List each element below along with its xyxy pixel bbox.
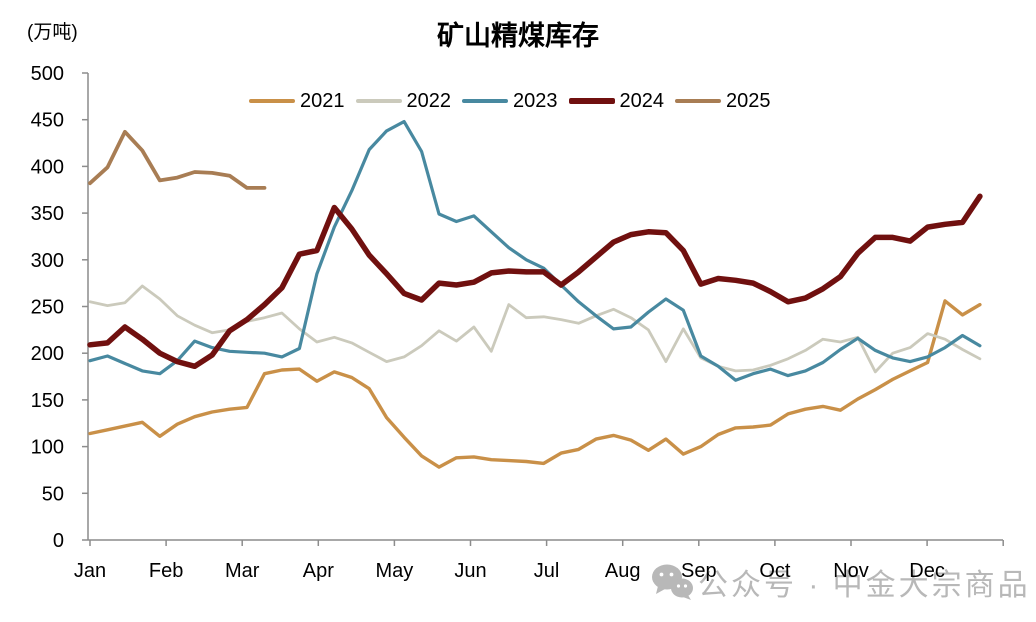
series-line-2022 xyxy=(88,284,982,374)
legend-item-2023: 2023 xyxy=(462,90,558,112)
legend-swatch-2024 xyxy=(568,98,615,104)
y-tick-label: 400 xyxy=(31,156,64,178)
wechat-icon xyxy=(652,564,693,600)
x-tick-label: Jan xyxy=(74,560,106,582)
legend-item-2021: 2021 xyxy=(249,90,345,112)
series-line-2024 xyxy=(87,193,983,370)
x-tick-label: Jun xyxy=(454,560,486,582)
x-tick-label: Nov xyxy=(833,560,869,582)
y-tick-label: 500 xyxy=(31,63,64,85)
y-tick-label: 100 xyxy=(31,437,64,459)
legend-label-2025: 2025 xyxy=(726,90,771,112)
legend-swatch-2022 xyxy=(355,99,402,103)
x-tick-label: Apr xyxy=(303,560,334,582)
y-tick-label: 300 xyxy=(31,250,64,272)
legend-swatch-2021 xyxy=(249,99,295,103)
series-line-2025 xyxy=(88,129,267,190)
x-tick-label: Mar xyxy=(225,560,260,582)
x-tick-label: Feb xyxy=(149,560,183,582)
chart-title: 矿山精煤库存 xyxy=(437,21,599,51)
legend-swatch-2023 xyxy=(462,99,508,103)
x-tick-label: Dec xyxy=(909,560,945,582)
legend-label-2022: 2022 xyxy=(406,90,452,112)
watermark: 公众号 · 中金大宗商品 xyxy=(650,560,1031,604)
y-tick-label: 150 xyxy=(31,390,64,412)
legend-label-2024: 2024 xyxy=(619,90,665,112)
legend-label-2023: 2023 xyxy=(513,90,558,112)
y-tick-label: 0 xyxy=(53,530,64,552)
y-tick-label: 50 xyxy=(42,483,64,505)
legend-swatch-2025 xyxy=(675,99,721,103)
y-tick-label: 350 xyxy=(31,203,64,225)
x-tick-label: Jul xyxy=(534,560,560,582)
y-tick-label: 200 xyxy=(31,343,64,365)
series-line-2023 xyxy=(88,120,982,382)
y-tick-label: 450 xyxy=(31,110,64,132)
x-tick-label: Sep xyxy=(681,560,717,582)
watermark-text: 公众号 · 中金大宗商品 xyxy=(698,569,1031,602)
y-axis-unit-label: (万吨) xyxy=(27,22,78,43)
x-tick-label: Oct xyxy=(759,560,791,582)
series-line-2021 xyxy=(88,299,982,469)
legend-item-2022: 2022 xyxy=(355,90,452,112)
x-tick-label: May xyxy=(376,560,414,582)
legend: 2021 2022 2023 2024 2025 xyxy=(249,90,771,112)
legend-item-2024: 2024 xyxy=(568,90,665,112)
legend-label-2021: 2021 xyxy=(300,90,345,112)
x-tick-label: Aug xyxy=(605,560,641,582)
y-tick-label: 250 xyxy=(31,297,64,319)
legend-item-2025: 2025 xyxy=(675,90,771,112)
